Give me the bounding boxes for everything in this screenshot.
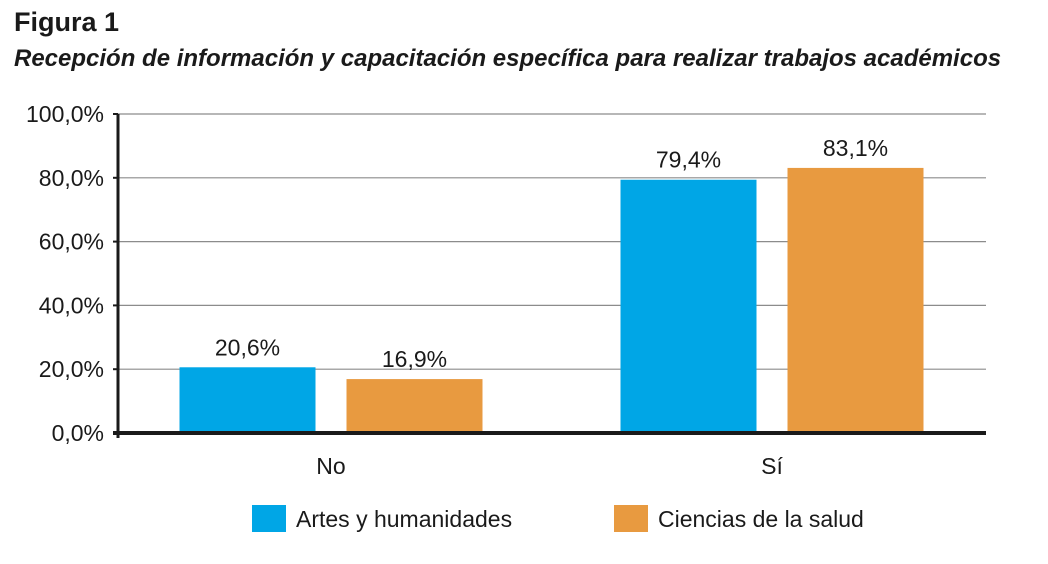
bar — [620, 179, 757, 433]
legend-swatch — [252, 505, 286, 532]
figure-label: Figura 1 — [14, 7, 120, 37]
data-label: 83,1% — [823, 135, 888, 161]
bar — [787, 167, 924, 433]
bar — [179, 367, 316, 433]
x-tick-label: No — [316, 453, 345, 479]
data-label: 20,6% — [215, 334, 280, 360]
data-label: 79,4% — [656, 147, 721, 173]
y-tick-label: 100,0% — [26, 101, 104, 127]
legend: Artes y humanidades Ciencias de la salud — [252, 505, 864, 532]
axes: 0,0% 20,0% 40,0% 60,0% 80,0% 100,0% No Sí — [26, 101, 986, 479]
legend-label: Artes y humanidades — [296, 506, 512, 532]
data-labels: 20,6% 16,9% 79,4% 83,1% — [215, 135, 888, 372]
legend-swatch — [614, 505, 648, 532]
x-tick-label: Sí — [761, 453, 783, 479]
y-tick-label: 0,0% — [52, 420, 104, 446]
data-label: 16,9% — [382, 346, 447, 372]
y-tick-label: 40,0% — [39, 292, 104, 318]
y-tick-label: 80,0% — [39, 165, 104, 191]
bars — [179, 167, 924, 433]
chart-title: Recepción de información y capacitación … — [14, 45, 1002, 72]
bar — [346, 379, 483, 433]
y-tick-label: 20,0% — [39, 356, 104, 382]
y-tick-label: 60,0% — [39, 229, 104, 255]
legend-label: Ciencias de la salud — [658, 506, 864, 532]
